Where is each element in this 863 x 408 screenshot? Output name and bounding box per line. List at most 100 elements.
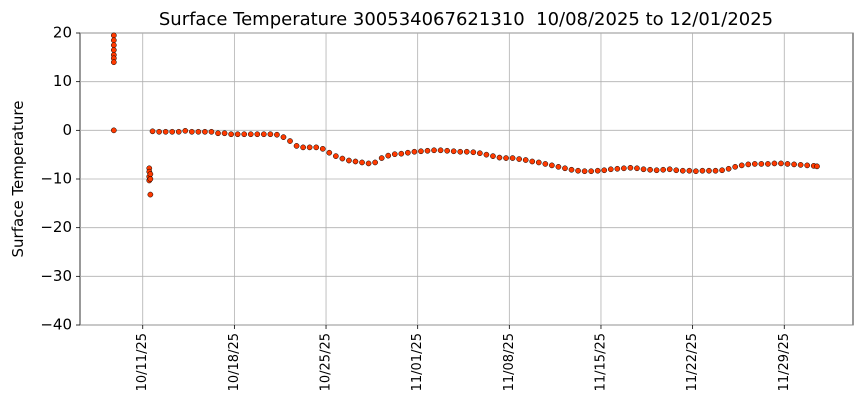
data-point <box>260 131 267 138</box>
data-point <box>758 161 765 167</box>
data-point <box>306 144 313 151</box>
data-point <box>405 149 411 156</box>
data-point <box>614 165 621 172</box>
x-tick-label: 11/15/25 <box>593 333 608 391</box>
data-point <box>332 153 339 159</box>
data-point <box>771 160 778 167</box>
data-point <box>647 166 653 173</box>
data-point <box>470 149 477 156</box>
data-point <box>215 130 221 137</box>
x-tick-label: 11/22/25 <box>685 333 700 391</box>
data-point <box>280 134 287 140</box>
data-point <box>666 166 673 173</box>
data-point <box>385 152 392 159</box>
data-point <box>326 149 333 156</box>
data-point <box>496 154 503 161</box>
data-point <box>529 158 536 165</box>
data-point <box>346 157 352 164</box>
data-point <box>398 150 405 157</box>
data-point <box>365 160 372 167</box>
x-tick-label: 10/25/25 <box>319 333 334 391</box>
data-point <box>457 148 464 155</box>
data-point <box>509 155 516 161</box>
data-point <box>110 37 117 44</box>
data-point <box>516 156 522 162</box>
data-point <box>254 131 261 138</box>
data-point <box>202 128 208 135</box>
data-point <box>765 161 771 167</box>
data-point <box>653 167 660 174</box>
data-point <box>247 131 254 138</box>
data-point <box>411 148 418 155</box>
data-point <box>483 151 490 158</box>
data-point <box>241 131 248 138</box>
y-tick-label: 0 <box>62 121 72 139</box>
data-point <box>640 166 647 173</box>
y-tick-label: −40 <box>40 316 72 334</box>
data-point <box>352 158 359 165</box>
x-tick-label: 11/01/25 <box>410 333 425 391</box>
data-point <box>784 161 791 167</box>
data-point <box>804 162 811 169</box>
data-point <box>791 161 797 168</box>
data-point <box>149 128 156 135</box>
data-point <box>169 128 176 135</box>
data-point <box>359 159 365 166</box>
data-point <box>463 148 470 155</box>
data-point <box>444 147 450 154</box>
data-point <box>719 167 725 174</box>
data-point <box>228 131 234 138</box>
data-point <box>634 165 640 172</box>
data-point <box>339 155 346 162</box>
data-point <box>424 147 431 154</box>
data-point <box>221 130 228 137</box>
data-point <box>738 162 745 169</box>
data-point <box>234 131 241 138</box>
data-point <box>313 144 320 151</box>
data-point <box>542 161 549 167</box>
data-point <box>535 159 542 166</box>
data-point <box>431 147 437 154</box>
data-point <box>699 167 706 174</box>
data-point <box>110 32 117 39</box>
y-tick-label: −20 <box>40 218 72 236</box>
data-point <box>686 167 693 174</box>
data-point <box>418 148 424 155</box>
x-tick-label: 10/18/25 <box>227 333 242 391</box>
data-point <box>549 162 555 169</box>
x-tick-label: 10/11/25 <box>135 333 150 391</box>
data-point <box>797 162 804 168</box>
data-point <box>594 167 601 174</box>
data-point <box>372 159 378 166</box>
data-point <box>110 47 117 53</box>
data-point <box>319 145 326 152</box>
data-point <box>188 128 195 135</box>
data-point <box>732 163 739 170</box>
data-point <box>751 161 758 167</box>
data-point <box>693 168 699 175</box>
data-point <box>679 167 686 174</box>
data-point <box>601 167 608 174</box>
data-point <box>287 138 293 144</box>
data-point <box>378 155 385 161</box>
data-point <box>162 128 169 135</box>
y-tick-label: −10 <box>40 170 72 188</box>
data-point <box>814 163 820 170</box>
data-point <box>706 167 712 174</box>
data-point <box>503 155 509 161</box>
data-point <box>555 163 562 170</box>
data-point <box>778 160 784 167</box>
x-tick-label: 11/08/25 <box>502 333 517 391</box>
data-point <box>391 151 398 158</box>
data-point <box>274 131 280 138</box>
data-point <box>110 59 117 66</box>
data-point <box>477 150 483 157</box>
data-point <box>673 167 680 174</box>
chart-title: Surface Temperature 300534067621310 10/0… <box>159 9 773 30</box>
data-point <box>300 144 306 151</box>
data-point <box>110 127 117 134</box>
data-point <box>147 176 154 182</box>
data-point <box>575 167 581 174</box>
data-point <box>195 128 202 135</box>
